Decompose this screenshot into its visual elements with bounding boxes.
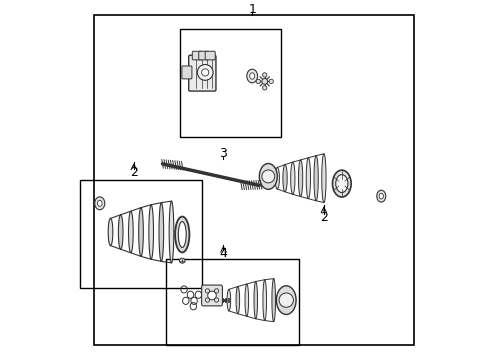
Ellipse shape xyxy=(259,163,277,189)
Ellipse shape xyxy=(175,217,190,252)
FancyBboxPatch shape xyxy=(205,51,215,60)
Ellipse shape xyxy=(178,222,186,247)
FancyBboxPatch shape xyxy=(201,285,222,306)
FancyBboxPatch shape xyxy=(182,66,192,79)
Circle shape xyxy=(269,79,273,84)
Ellipse shape xyxy=(276,286,296,315)
Ellipse shape xyxy=(322,154,326,203)
Ellipse shape xyxy=(227,289,231,311)
Ellipse shape xyxy=(95,197,105,210)
Ellipse shape xyxy=(149,205,153,259)
Circle shape xyxy=(262,170,275,183)
Ellipse shape xyxy=(377,190,386,202)
Circle shape xyxy=(263,73,267,77)
Circle shape xyxy=(215,298,219,302)
Ellipse shape xyxy=(128,211,133,253)
Circle shape xyxy=(208,291,216,300)
Ellipse shape xyxy=(108,219,113,246)
Bar xyxy=(80,180,202,288)
Ellipse shape xyxy=(245,284,248,316)
Ellipse shape xyxy=(291,162,295,194)
Text: 1: 1 xyxy=(248,3,256,16)
Circle shape xyxy=(205,298,210,302)
Ellipse shape xyxy=(272,279,275,321)
Text: 2: 2 xyxy=(130,166,138,179)
Ellipse shape xyxy=(314,156,319,201)
Bar xyxy=(166,259,299,345)
Ellipse shape xyxy=(98,200,102,206)
Ellipse shape xyxy=(159,203,164,261)
Bar xyxy=(95,15,414,345)
Ellipse shape xyxy=(179,258,185,263)
Circle shape xyxy=(215,289,219,293)
Ellipse shape xyxy=(379,193,383,199)
Ellipse shape xyxy=(333,170,351,197)
Circle shape xyxy=(262,78,268,84)
Circle shape xyxy=(256,79,260,84)
Ellipse shape xyxy=(263,280,267,320)
Text: 4: 4 xyxy=(220,247,227,260)
Circle shape xyxy=(201,69,209,76)
Ellipse shape xyxy=(275,167,279,189)
Ellipse shape xyxy=(298,160,303,197)
Ellipse shape xyxy=(250,73,255,79)
Circle shape xyxy=(279,293,294,307)
Ellipse shape xyxy=(119,215,123,249)
Ellipse shape xyxy=(236,287,240,314)
Ellipse shape xyxy=(306,158,311,199)
Bar xyxy=(180,30,281,137)
Ellipse shape xyxy=(254,282,258,319)
Ellipse shape xyxy=(247,69,258,83)
FancyBboxPatch shape xyxy=(192,51,202,60)
FancyBboxPatch shape xyxy=(199,51,209,60)
Ellipse shape xyxy=(283,165,287,192)
Circle shape xyxy=(197,64,213,80)
Circle shape xyxy=(205,289,210,293)
Text: 2: 2 xyxy=(320,211,328,224)
Circle shape xyxy=(263,86,267,90)
Ellipse shape xyxy=(169,201,174,263)
Text: 3: 3 xyxy=(220,147,227,159)
Ellipse shape xyxy=(139,208,144,256)
Ellipse shape xyxy=(336,175,348,193)
FancyBboxPatch shape xyxy=(189,55,216,91)
